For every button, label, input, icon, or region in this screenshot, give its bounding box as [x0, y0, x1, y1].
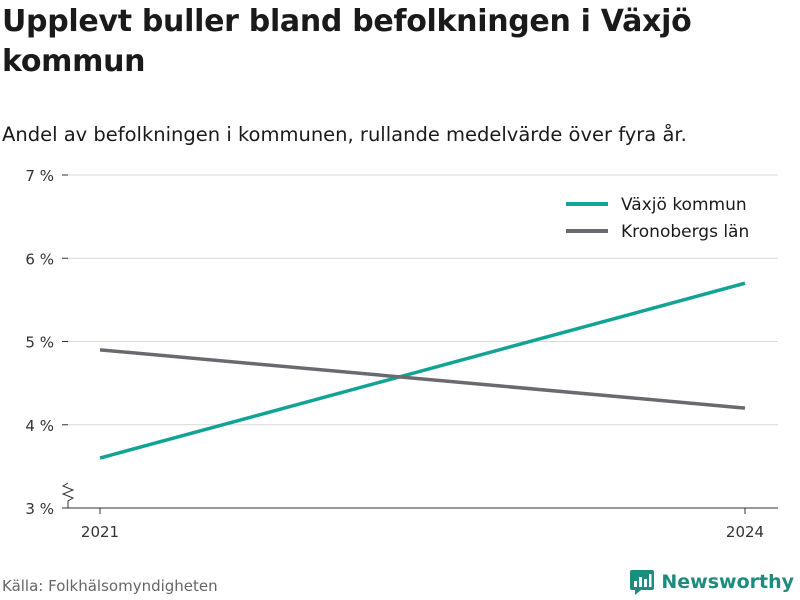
- legend: Växjö kommun Kronobergs län: [566, 195, 749, 242]
- source-note: Källa: Folkhälsomyndigheten: [2, 577, 218, 595]
- y-tick-label: 4 %: [25, 417, 54, 435]
- legend-label: Kronobergs län: [621, 222, 749, 242]
- x-axis: 2021 2024: [68, 507, 778, 541]
- y-tick-label: 3 %: [25, 500, 54, 518]
- brand: Newsworthy: [629, 568, 794, 596]
- grid-lines: [68, 174, 778, 426]
- y-tick-label: 7 %: [25, 167, 54, 185]
- y-axis: 3 % 4 % 5 % 6 % 7 %: [25, 167, 75, 518]
- x-tick-label: 2021: [81, 523, 119, 541]
- series-line: [99, 281, 746, 460]
- newsworthy-logo-icon: [630, 570, 655, 595]
- series-line: [99, 348, 746, 410]
- x-tick-label: 2024: [726, 523, 764, 541]
- legend-label: Växjö kommun: [621, 195, 747, 215]
- chart-title: Upplevt buller bland befolkningen i Växj…: [2, 4, 692, 79]
- series-lines: [99, 281, 746, 460]
- chart-subtitle: Andel av befolkningen i kommunen, rullan…: [2, 123, 687, 146]
- y-tick-label: 6 %: [25, 250, 54, 268]
- y-tick-label: 5 %: [25, 334, 54, 352]
- axis-break-icon: [61, 482, 75, 508]
- brand-name: Newsworthy: [661, 571, 794, 593]
